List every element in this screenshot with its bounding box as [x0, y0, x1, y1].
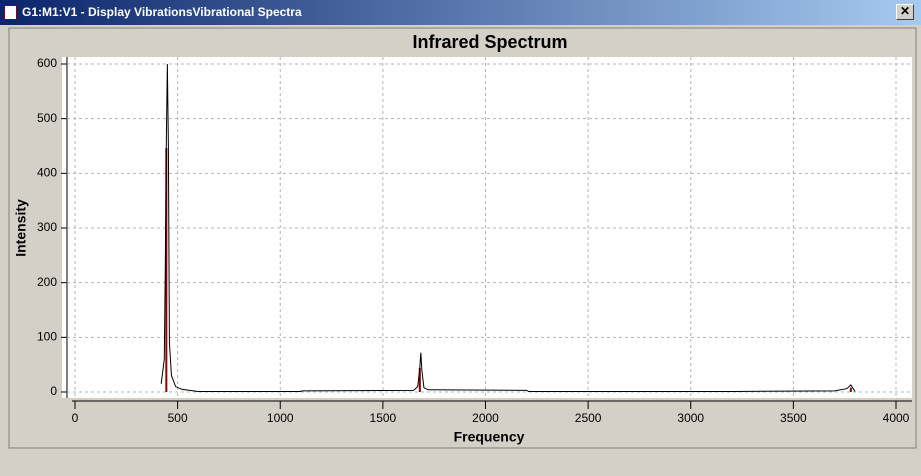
chart-title: Infrared Spectrum	[412, 32, 567, 52]
y-tick-label: 500	[37, 111, 57, 125]
y-tick-label: 400	[37, 166, 57, 180]
window-icon	[4, 5, 17, 20]
y-tick-label: 100	[37, 330, 57, 344]
y-tick-label: 0	[50, 384, 57, 398]
y-tick-label: 200	[37, 275, 57, 289]
x-tick-label: 1000	[267, 411, 294, 425]
x-tick-label: 1500	[370, 411, 397, 425]
y-tick-label: 600	[37, 56, 57, 70]
x-axis-title: Frequency	[454, 429, 525, 445]
x-tick-label: 3000	[677, 411, 704, 425]
chart: Infrared Spectrum Frequency Intensity 0 1…	[8, 27, 917, 449]
x-tick-label: 500	[168, 411, 188, 425]
x-tick-label: 2000	[472, 411, 499, 425]
x-tick-label: 3500	[780, 411, 807, 425]
x-tick-label: 4000	[883, 411, 910, 425]
y-tick-label: 300	[37, 220, 57, 234]
spectrum-line	[160, 63, 856, 392]
x-tick-label: 2500	[575, 411, 602, 425]
window-title: G1:M1:V1 - Display VibrationsVibrational…	[22, 5, 302, 19]
x-tick-label: 0	[72, 411, 79, 425]
close-button[interactable]: ✕	[896, 4, 914, 20]
y-axis-title: Intensity	[13, 199, 29, 257]
title-bar: G1:M1:V1 - Display VibrationsVibrational…	[0, 0, 921, 25]
